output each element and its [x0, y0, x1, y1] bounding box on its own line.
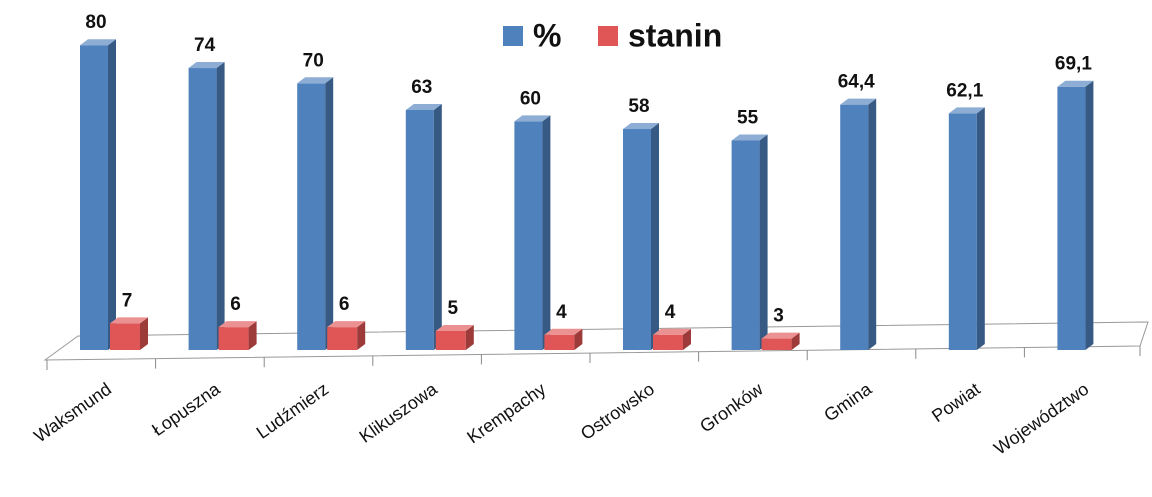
bar: [405, 109, 434, 350]
bar: [110, 323, 140, 350]
bar: [327, 327, 358, 350]
bar-top: [297, 77, 334, 84]
bar-top: [514, 115, 551, 122]
x-tick-label: Waksmund: [30, 379, 115, 447]
bar: [731, 140, 760, 350]
bar-side: [574, 328, 583, 350]
value-label: 60: [520, 88, 541, 109]
bar: [297, 83, 326, 351]
bar-top: [761, 332, 800, 339]
value-label: 63: [411, 77, 432, 98]
bar-side: [248, 321, 257, 350]
bar: [218, 327, 249, 350]
legend-swatch: [598, 26, 618, 46]
bar: [514, 121, 543, 351]
value-label: 64,4: [838, 72, 875, 93]
bar: [188, 68, 217, 350]
x-tick-label: Krempachy: [463, 379, 549, 448]
bar-side: [140, 317, 148, 350]
x-tick-label: Klikuszowa: [356, 378, 442, 447]
bar-top: [218, 321, 257, 328]
x-tick-label: Powiat: [928, 379, 984, 426]
bar-side: [433, 103, 442, 350]
x-tick-label: Ostrowsko: [577, 379, 658, 444]
value-label: 74: [194, 35, 216, 56]
bar-top: [948, 107, 985, 114]
legend-label: stanin: [628, 17, 722, 53]
value-label: 6: [339, 294, 350, 315]
bar-top: [623, 123, 659, 130]
bar: [840, 104, 869, 350]
value-label: 3: [773, 306, 784, 327]
bar-top: [188, 62, 225, 69]
bar: [948, 113, 977, 350]
value-label: 58: [628, 96, 649, 117]
x-tick-label: Gmina: [820, 378, 876, 425]
value-label: 6: [230, 294, 241, 315]
bar-side: [976, 107, 985, 350]
bar-side: [759, 134, 768, 350]
bar: [761, 338, 792, 350]
bar: [653, 334, 683, 350]
bar-top: [1057, 80, 1094, 87]
bar-top: [327, 321, 366, 328]
bar-side: [357, 321, 366, 350]
value-label: 70: [303, 50, 324, 71]
bar-side: [1085, 80, 1094, 350]
bar-side: [465, 324, 474, 350]
bar: [1057, 86, 1086, 350]
x-tick-label: Łopuszna: [148, 378, 224, 440]
bar-side: [683, 328, 691, 350]
value-label: 80: [85, 12, 106, 33]
legend-swatch: [503, 26, 523, 46]
bar-top: [435, 324, 474, 331]
bar-side: [868, 98, 877, 350]
bar-top: [110, 317, 148, 324]
legend-label: %: [533, 17, 561, 53]
bar-top: [544, 328, 583, 335]
x-tick-label: Województwo: [990, 379, 1092, 459]
bar-top: [731, 134, 768, 141]
x-tick-label: Ludźmierz: [253, 379, 332, 443]
bar-top: [653, 328, 691, 335]
value-label: 55: [737, 107, 759, 128]
bar-side: [791, 332, 800, 350]
x-tick-label: Gronków: [696, 378, 767, 436]
bar-side: [325, 77, 334, 351]
value-label: 69,1: [1055, 54, 1092, 75]
bar: [544, 334, 575, 350]
bar: [435, 330, 466, 350]
bar: [623, 129, 651, 350]
value-label: 62,1: [946, 80, 983, 101]
bar-top: [840, 98, 877, 105]
value-label: 7: [122, 290, 133, 311]
value-label: 4: [556, 302, 567, 323]
value-label: 5: [448, 298, 459, 319]
bar-side: [542, 115, 551, 351]
bar-side: [216, 62, 225, 351]
bar: [80, 45, 108, 350]
bar-side: [651, 123, 659, 351]
bar-side: [108, 39, 116, 350]
bar-top: [405, 103, 442, 110]
bar-top: [80, 39, 116, 46]
value-label: 4: [665, 302, 676, 323]
